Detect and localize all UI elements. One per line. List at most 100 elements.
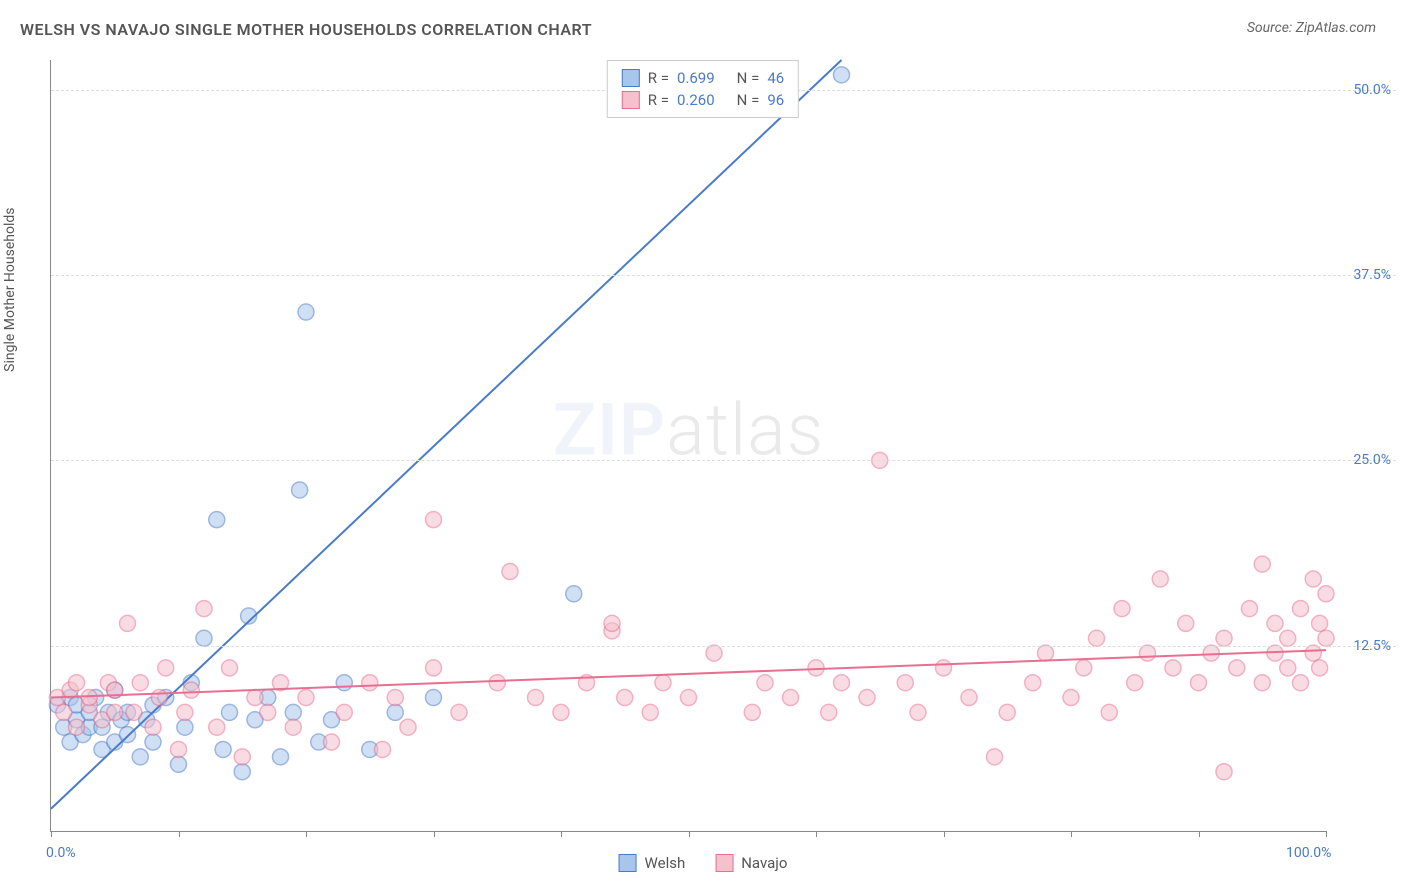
data-point (489, 675, 505, 691)
data-point (145, 734, 161, 750)
data-point (1254, 556, 1270, 572)
data-point (215, 741, 231, 757)
x-tick (1326, 831, 1327, 837)
data-point (273, 749, 289, 765)
data-point (1305, 571, 1321, 587)
data-point (1203, 645, 1219, 661)
data-point (120, 727, 136, 743)
x-tick (1071, 831, 1072, 837)
plot-svg (51, 60, 1326, 831)
data-point (655, 675, 671, 691)
r-value: 0.260 (677, 91, 715, 109)
data-point (821, 704, 837, 720)
x-tick-label: 100.0% (1286, 845, 1331, 861)
data-point (177, 704, 193, 720)
data-point (1254, 675, 1270, 691)
data-point (222, 704, 238, 720)
stats-legend-row: R = 0.260 N = 96 (622, 89, 784, 111)
x-tick (1199, 831, 1200, 837)
data-point (209, 719, 225, 735)
data-point (706, 645, 722, 661)
series-legend-label: Navajo (741, 854, 787, 872)
grid-line (51, 460, 1396, 461)
n-label: N = (737, 91, 760, 109)
data-point (56, 704, 72, 720)
data-point (426, 660, 442, 676)
data-point (681, 690, 697, 706)
y-axis-label: Single Mother Households (2, 208, 18, 372)
data-point (1191, 675, 1207, 691)
data-point (1216, 764, 1232, 780)
data-point (69, 675, 85, 691)
data-point (859, 690, 875, 706)
data-point (362, 675, 378, 691)
data-point (999, 704, 1015, 720)
data-point (260, 704, 276, 720)
data-point (1038, 645, 1054, 661)
data-point (1229, 660, 1245, 676)
plot-area: ZIPatlas 12.5%25.0%37.5%50.0%0.0%100.0% (50, 60, 1326, 832)
data-point (336, 704, 352, 720)
data-point (1025, 675, 1041, 691)
x-tick-label: 0.0% (46, 845, 76, 861)
data-point (566, 586, 582, 602)
data-point (247, 690, 263, 706)
x-tick (944, 831, 945, 837)
data-point (987, 749, 1003, 765)
data-point (744, 704, 760, 720)
x-tick (306, 831, 307, 837)
data-point (196, 630, 212, 646)
r-value: 0.699 (677, 69, 715, 87)
y-tick-label: 37.5% (1353, 267, 1391, 283)
data-point (1127, 675, 1143, 691)
data-point (528, 690, 544, 706)
data-point (298, 304, 314, 320)
data-point (783, 690, 799, 706)
data-point (1312, 615, 1328, 631)
x-tick (51, 831, 52, 837)
data-point (387, 704, 403, 720)
data-point (158, 660, 174, 676)
legend-swatch (619, 854, 637, 872)
data-point (324, 734, 340, 750)
r-label: R = (648, 69, 669, 87)
data-point (553, 704, 569, 720)
legend-swatch (622, 91, 640, 109)
data-point (426, 690, 442, 706)
data-point (1178, 615, 1194, 631)
series-legend: Welsh Navajo (619, 854, 788, 872)
r-label: R = (648, 91, 669, 109)
data-point (1280, 660, 1296, 676)
data-point (336, 675, 352, 691)
data-point (1293, 675, 1309, 691)
data-point (132, 749, 148, 765)
n-value: 96 (767, 91, 784, 109)
series-legend-item: Welsh (619, 854, 686, 872)
data-point (298, 690, 314, 706)
trend-line (51, 60, 842, 809)
data-point (936, 660, 952, 676)
x-tick (816, 831, 817, 837)
data-point (617, 690, 633, 706)
legend-swatch (622, 69, 640, 87)
data-point (961, 690, 977, 706)
data-point (69, 719, 85, 735)
data-point (502, 564, 518, 580)
data-point (604, 615, 620, 631)
data-point (209, 512, 225, 528)
data-point (292, 482, 308, 498)
data-point (1312, 660, 1328, 676)
data-point (183, 682, 199, 698)
data-point (1242, 601, 1258, 617)
data-point (1318, 630, 1334, 646)
data-point (145, 719, 161, 735)
data-point (910, 704, 926, 720)
chart-title: WELSH VS NAVAJO SINGLE MOTHER HOUSEHOLDS… (20, 20, 592, 39)
series-legend-label: Welsh (645, 854, 686, 872)
data-point (234, 749, 250, 765)
data-point (1089, 630, 1105, 646)
data-point (1267, 615, 1283, 631)
data-point (400, 719, 416, 735)
stats-legend: R = 0.699 N = 46 R = 0.260 N = 96 (607, 60, 799, 118)
source-attribution: Source: ZipAtlas.com (1247, 20, 1376, 36)
